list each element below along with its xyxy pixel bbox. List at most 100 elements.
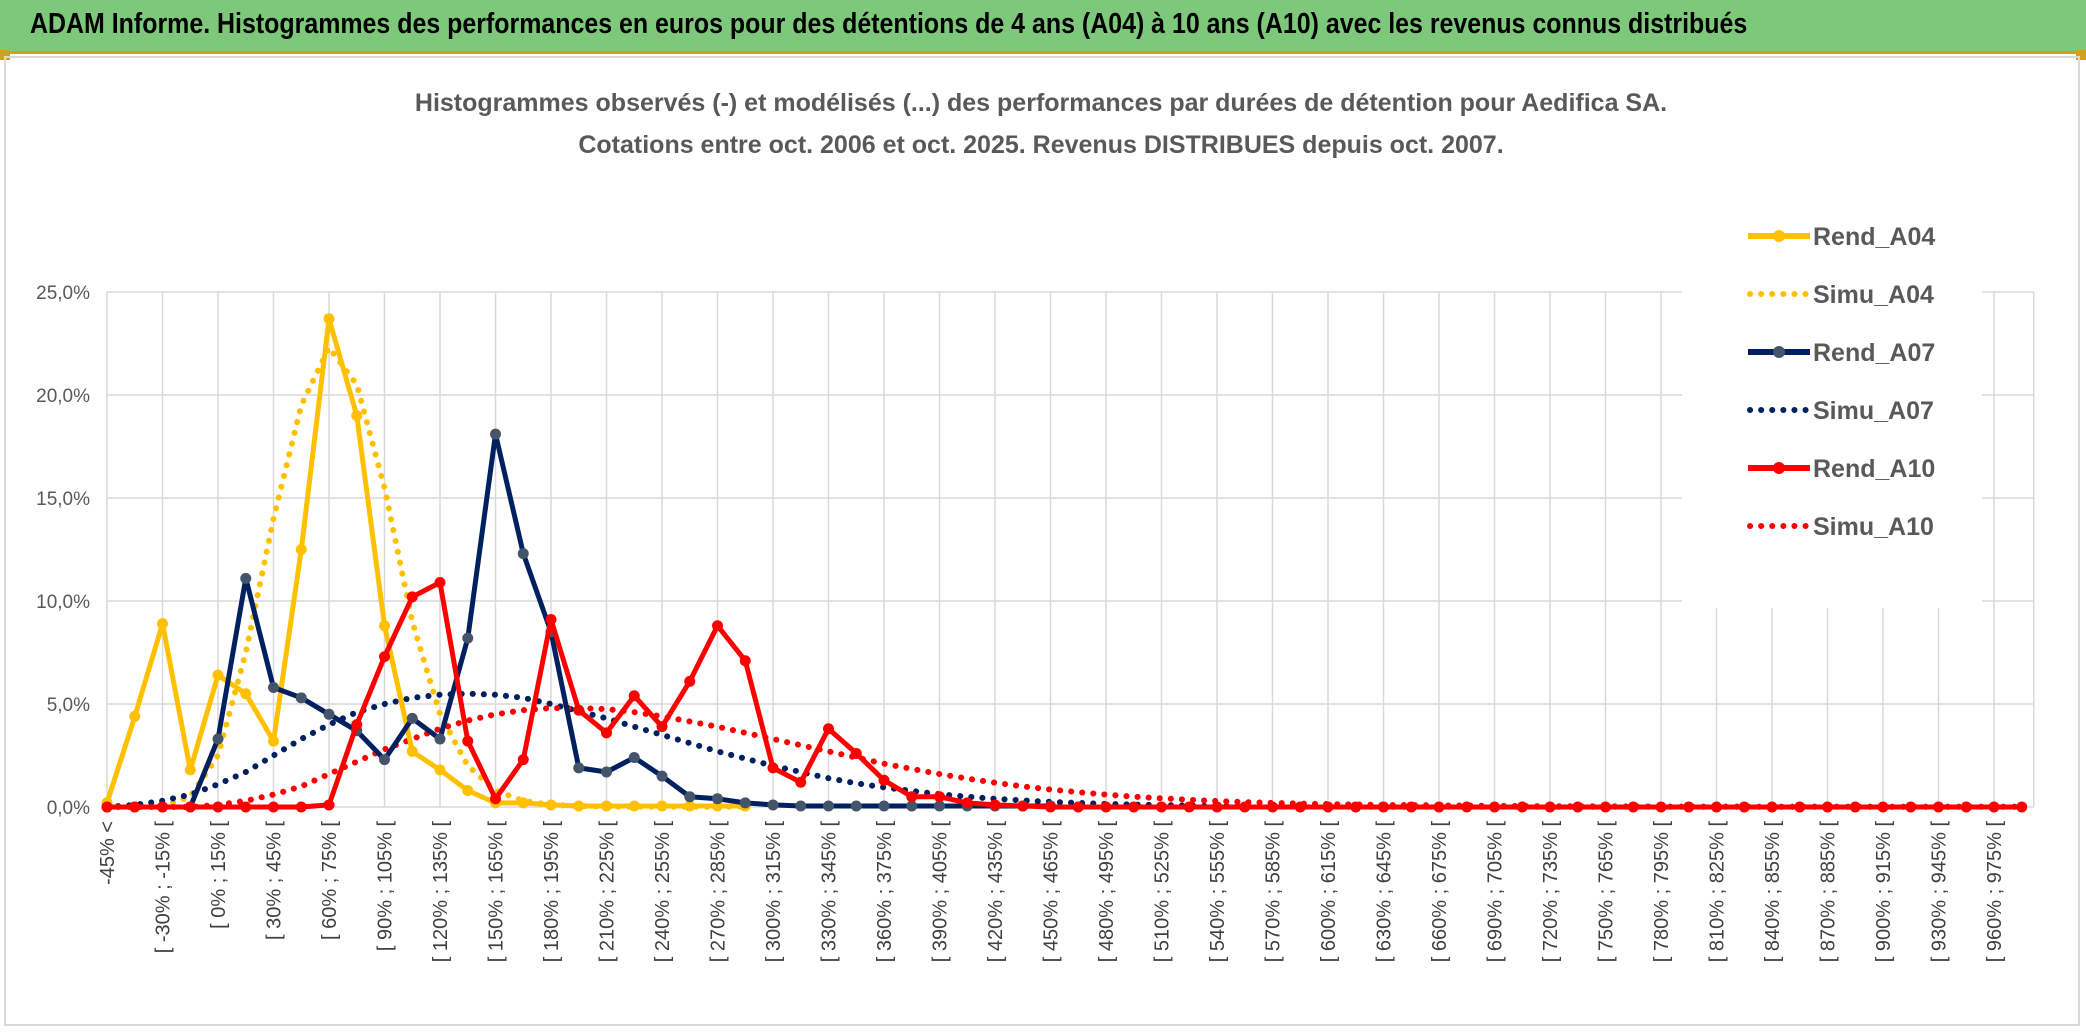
data-point (1378, 801, 1389, 813)
x-tick-label: [ 630% ; 645% [ (1374, 821, 1396, 963)
x-tick-label: [ 840% ; 855% [ (1762, 821, 1784, 963)
data-point (268, 682, 279, 694)
data-point (1267, 801, 1278, 813)
legend-label: Rend_A10 (1813, 455, 1935, 483)
data-point (656, 800, 668, 812)
data-point (712, 620, 723, 632)
x-tick-label: [ 720% ; 735% [ (1540, 821, 1562, 963)
data-point (1544, 801, 1556, 813)
legend-marker (1773, 230, 1785, 242)
data-point (1183, 801, 1195, 813)
data-point (767, 799, 779, 811)
x-tick-label: [ 510% ; 525% [ (1152, 821, 1174, 963)
x-tick-label: [ 570% ; 585% [ (1263, 821, 1285, 963)
data-point (295, 544, 307, 555)
data-point (240, 688, 252, 700)
data-point (379, 754, 390, 766)
y-tick-label: 5,0% (47, 695, 90, 716)
data-point (323, 799, 335, 811)
data-point (129, 801, 141, 813)
data-point (656, 721, 668, 733)
x-tick-label: [ 390% ; 405% [ (930, 821, 952, 963)
corner-marker-right (2076, 50, 2086, 60)
data-point (1489, 801, 1500, 813)
data-point (850, 747, 862, 759)
data-point (462, 735, 474, 747)
data-point (517, 548, 529, 560)
data-point (517, 797, 529, 809)
data-point (1877, 801, 1889, 813)
chart-frame: 0,0% 5,0% 10,0% 15,0% 20,0% 25,0% -45% < [ -30… (4, 56, 2080, 1026)
data-point (684, 791, 696, 803)
data-point (323, 313, 335, 325)
x-tick-label: [ 240% ; 255% [ (652, 821, 674, 963)
data-point (212, 669, 224, 681)
legend: Rend_A04 Simu_A04 Rend_A07 Simu_A07 Rend_A10… (1682, 208, 1982, 608)
x-tick-label: [ 120% ; 135% [ (430, 821, 452, 963)
data-point (1905, 801, 1917, 813)
series-rend-a10 (101, 576, 2028, 813)
data-point (462, 785, 474, 797)
data-point (628, 690, 640, 702)
title-backdrop (1306, 128, 1686, 148)
data-point (1128, 801, 1140, 813)
y-tick-label: 10,0% (36, 592, 90, 613)
data-point (406, 591, 418, 603)
chart-svg: 0,0% 5,0% 10,0% 15,0% 20,0% 25,0% -45% < [ -30… (36, 89, 2035, 963)
x-tick-label: [ 600% ; 615% [ (1318, 821, 1340, 963)
data-point (906, 791, 918, 803)
y-tick-label: 20,0% (36, 386, 90, 407)
banner: ADAM Informe. Histogrammes des performan… (0, 0, 2086, 54)
data-point (1655, 801, 1667, 813)
legend-label: Simu_A10 (1813, 513, 1934, 541)
data-point (684, 800, 696, 812)
data-point (434, 764, 446, 776)
data-point (823, 800, 834, 812)
x-tick-label: [ 60% ; 75% [ (319, 821, 341, 940)
x-tick-label: [ 270% ; 285% [ (708, 821, 730, 963)
x-tick-label: [ 150% ; 165% [ (486, 821, 508, 963)
y-tick-label: 25,0% (36, 283, 90, 304)
data-point (1822, 801, 1833, 813)
data-point (656, 770, 668, 782)
data-point (961, 797, 973, 809)
series-line (104, 341, 749, 810)
data-point (1572, 801, 1584, 813)
data-point (1461, 801, 1473, 813)
data-point (739, 797, 751, 809)
data-point (379, 620, 390, 632)
data-point (545, 799, 557, 811)
data-point (1516, 801, 1528, 813)
data-point (1239, 801, 1251, 813)
data-point (2016, 801, 2028, 813)
data-point (1350, 801, 1362, 813)
series-simu-a07 (104, 690, 2025, 810)
data-point (1988, 801, 2000, 813)
x-axis-ticks: -45% < [ -30% ; -15% [[ 0% ; 15% [[ 30% ;… (97, 821, 2006, 963)
data-point (989, 799, 1001, 811)
x-tick-label: [ 450% ; 465% [ (1041, 821, 1063, 963)
x-tick-label: [ 330% ; 345% [ (819, 821, 841, 963)
x-tick-label: [ 870% ; 885% [ (1818, 821, 1840, 963)
x-tick-label: [ 540% ; 555% [ (1207, 821, 1229, 963)
data-point (1933, 801, 1944, 813)
data-point (628, 752, 640, 764)
legend-box (1682, 208, 1982, 608)
data-point (129, 710, 141, 722)
data-point (1627, 801, 1639, 813)
data-point (212, 801, 224, 813)
chart-subtitle: Cotations entre oct. 2006 et oct. 2025. … (578, 131, 1503, 159)
x-tick-label: [ -30% ; -15% [ (153, 821, 175, 954)
data-point (351, 719, 363, 731)
data-point (1849, 801, 1861, 813)
series-line (104, 690, 2025, 810)
data-point (434, 733, 446, 745)
x-tick-label: [ 480% ; 495% [ (1096, 821, 1118, 963)
legend-item-rend-a04: Rend_A04 (1748, 223, 1935, 251)
data-point (101, 801, 113, 813)
data-point (184, 801, 196, 813)
x-tick-label: [ 90% ; 105% [ (375, 821, 397, 952)
data-point (767, 762, 779, 774)
data-point (573, 704, 585, 716)
data-point (1017, 800, 1029, 812)
